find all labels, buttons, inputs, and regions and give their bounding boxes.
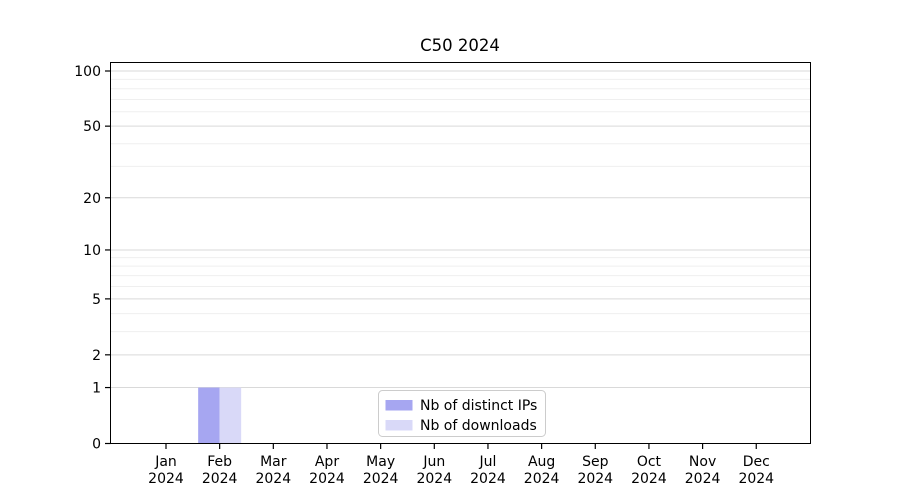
x-tick-label-year: 2024	[309, 471, 345, 487]
bars	[198, 387, 242, 444]
chart-title: C50 2024	[420, 36, 500, 55]
y-tick-label: 5	[92, 292, 101, 308]
x-tick-label-year: 2024	[202, 471, 238, 487]
x-tick-label-month: Mar	[260, 454, 287, 470]
x-tick-label-month: Jun	[422, 454, 445, 470]
legend-box	[378, 390, 546, 437]
y-tick-label: 20	[83, 191, 101, 207]
legend-label: Nb of downloads	[420, 418, 537, 434]
x-tick-label-month: Feb	[207, 454, 232, 470]
bar-nb-of-distinct-ips-feb	[198, 387, 220, 444]
x-tick-label-month: Oct	[637, 454, 662, 470]
y-tick-label: 2	[92, 348, 101, 364]
x-tick-label-month: Jan	[154, 454, 177, 470]
y-tick-label: 10	[83, 243, 101, 259]
x-tick-label-month: Jul	[479, 454, 497, 470]
y-tick-label: 1	[92, 381, 101, 397]
x-tick-label-month: Aug	[528, 454, 555, 470]
legend-swatch-downloads	[385, 420, 413, 431]
x-tick-label-month: Sep	[582, 454, 609, 470]
axis-labels: 0125102050100Jan2024Feb2024Mar2024Apr202…	[74, 64, 774, 487]
x-tick-label-month: Nov	[689, 454, 716, 470]
legend-label: Nb of distinct IPs	[420, 398, 537, 414]
axes-border	[110, 62, 811, 444]
x-tick-label-year: 2024	[685, 471, 721, 487]
major-gridlines	[111, 70, 810, 389]
x-tick-label-year: 2024	[738, 471, 774, 487]
minor-gridlines	[111, 78, 810, 333]
x-tick-label-year: 2024	[470, 471, 506, 487]
y-tick-label: 0	[92, 437, 101, 453]
x-tick-label-year: 2024	[577, 471, 613, 487]
x-tick-label-year: 2024	[631, 471, 667, 487]
x-tick-label-year: 2024	[148, 471, 184, 487]
x-tick-label-year: 2024	[363, 471, 399, 487]
y-tick-label: 100	[74, 64, 101, 80]
x-tick-label-month: Apr	[315, 454, 339, 470]
x-tick-label-month: May	[366, 454, 395, 470]
axis-ticks	[105, 70, 757, 449]
y-tick-label: 50	[83, 119, 101, 135]
x-tick-label-year: 2024	[524, 471, 560, 487]
x-tick-label-year: 2024	[255, 471, 291, 487]
legend: Nb of distinct IPs Nb of downloads	[378, 390, 546, 437]
x-tick-label-month: Dec	[743, 454, 770, 470]
axes-spines	[110, 62, 811, 444]
legend-swatch-distinct-ips	[385, 400, 413, 411]
bar-nb-of-downloads-feb	[219, 387, 242, 444]
x-tick-label-year: 2024	[416, 471, 452, 487]
